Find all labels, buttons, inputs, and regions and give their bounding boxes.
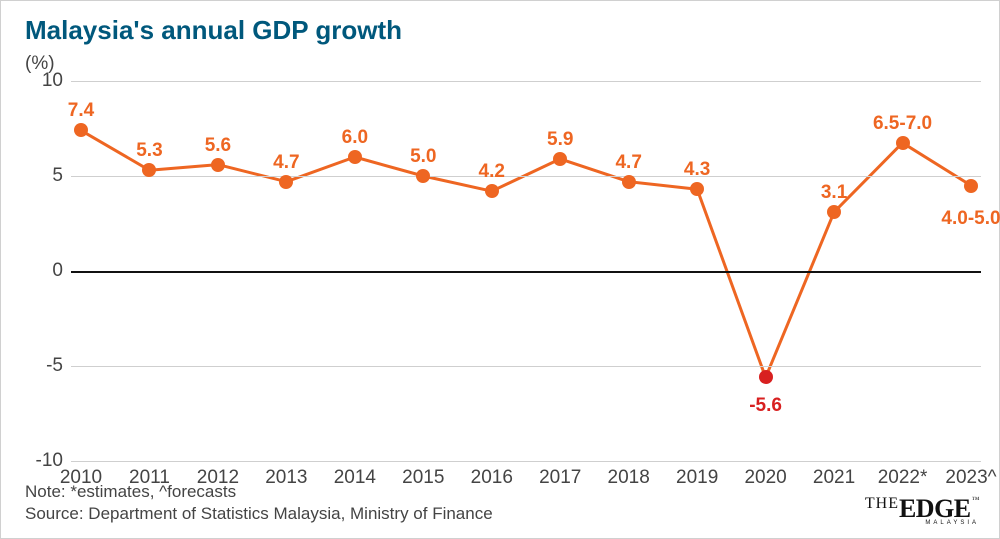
publisher-logo: THEEDGE™ MALAYSIA [865, 496, 979, 526]
data-marker [690, 182, 704, 196]
source-line: Source: Department of Statistics Malaysi… [25, 504, 493, 524]
data-label: 6.0 [342, 127, 368, 149]
data-label: 4.0-5.0 [941, 208, 1000, 230]
data-label: 5.9 [547, 129, 573, 151]
data-label: 3.1 [821, 182, 847, 204]
data-label: 4.2 [479, 161, 505, 183]
y-tick-label: 0 [13, 260, 63, 282]
logo-edge: EDGE [899, 494, 971, 523]
data-marker [279, 175, 293, 189]
data-marker [348, 150, 362, 164]
data-label: -5.6 [749, 395, 782, 417]
x-tick-label: 2017 [539, 467, 581, 489]
data-label: 6.5-7.0 [873, 113, 932, 135]
data-marker [964, 179, 978, 193]
chart-title: Malaysia's annual GDP growth [25, 15, 402, 46]
data-label: 7.4 [68, 100, 94, 122]
data-marker [416, 169, 430, 183]
footnote: Note: *estimates, ^forecasts [25, 482, 236, 502]
y-tick-label: 5 [13, 165, 63, 187]
x-tick-label: 2018 [608, 467, 650, 489]
data-marker [211, 158, 225, 172]
data-label: 5.0 [410, 146, 436, 168]
data-marker [553, 152, 567, 166]
gridline [71, 176, 981, 177]
x-tick-label: 2016 [471, 467, 513, 489]
data-label: 4.7 [273, 152, 299, 174]
y-tick-label: -5 [13, 355, 63, 377]
y-tick-label: 10 [13, 70, 63, 92]
plot-area: -10-5051020107.420115.320125.620134.7201… [71, 81, 981, 461]
data-marker [142, 163, 156, 177]
data-marker [74, 123, 88, 137]
x-tick-label: 2022* [878, 467, 928, 489]
logo-tm: ™ [972, 495, 979, 504]
y-tick-label: -10 [13, 450, 63, 472]
data-label: 5.3 [136, 140, 162, 162]
data-label: 5.6 [205, 135, 231, 157]
gridline [71, 461, 981, 462]
x-tick-label: 2021 [813, 467, 855, 489]
x-tick-label: 2019 [676, 467, 718, 489]
chart-frame: Malaysia's annual GDP growth (%) -10-505… [0, 0, 1000, 539]
data-marker [896, 136, 910, 150]
x-tick-label: 2014 [334, 467, 376, 489]
x-tick-label: 2015 [402, 467, 444, 489]
data-label: 4.3 [684, 159, 710, 181]
data-marker [759, 370, 773, 384]
data-label: 4.7 [615, 152, 641, 174]
x-tick-label: 2020 [744, 467, 786, 489]
x-tick-label: 2023^ [945, 467, 996, 489]
data-marker [622, 175, 636, 189]
data-marker [827, 205, 841, 219]
gridline [71, 81, 981, 82]
gridline [71, 366, 981, 367]
logo-the: THE [865, 495, 899, 512]
data-marker [485, 184, 499, 198]
x-tick-label: 2013 [265, 467, 307, 489]
zero-axis [71, 271, 981, 273]
